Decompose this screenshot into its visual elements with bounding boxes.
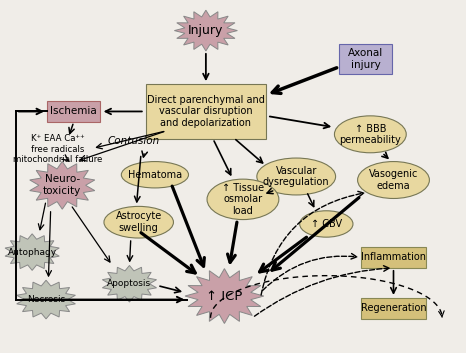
- Text: Autophagy: Autophagy: [7, 247, 57, 257]
- Text: Vasogenic
edema: Vasogenic edema: [369, 169, 418, 191]
- Polygon shape: [103, 265, 157, 302]
- Text: Hematoma: Hematoma: [128, 170, 182, 180]
- Text: Necrosis: Necrosis: [27, 295, 65, 304]
- Ellipse shape: [121, 162, 189, 188]
- Polygon shape: [185, 269, 264, 323]
- Text: ↑ ICP: ↑ ICP: [206, 289, 243, 303]
- Text: Astrocyte
swelling: Astrocyte swelling: [116, 211, 162, 233]
- FancyBboxPatch shape: [339, 44, 392, 74]
- FancyBboxPatch shape: [47, 101, 101, 122]
- Text: Ischemia: Ischemia: [50, 107, 97, 116]
- FancyBboxPatch shape: [146, 84, 266, 139]
- Text: Injury: Injury: [188, 24, 224, 37]
- Text: K⁺ EAA Ca⁺⁺
free radicals
mitochondrial failure: K⁺ EAA Ca⁺⁺ free radicals mitochondrial …: [13, 134, 103, 164]
- Polygon shape: [17, 280, 75, 319]
- FancyBboxPatch shape: [361, 247, 426, 268]
- Text: Inflammation: Inflammation: [361, 252, 426, 262]
- Ellipse shape: [335, 116, 406, 153]
- Text: Neuro-
toxicity: Neuro- toxicity: [43, 174, 82, 196]
- Text: ↑ Tissue
osmolar
load: ↑ Tissue osmolar load: [222, 183, 264, 216]
- Text: Axonal
injury: Axonal injury: [348, 48, 384, 70]
- Ellipse shape: [257, 158, 336, 195]
- Ellipse shape: [357, 162, 429, 198]
- Ellipse shape: [300, 211, 353, 237]
- Text: Direct parenchymal and
vascular disruption
and depolarization: Direct parenchymal and vascular disrupti…: [147, 95, 265, 128]
- Polygon shape: [174, 10, 237, 51]
- Text: ↑ BBB
permeability: ↑ BBB permeability: [339, 124, 401, 145]
- Ellipse shape: [207, 179, 279, 220]
- Text: Apoptosis: Apoptosis: [107, 279, 151, 288]
- Text: Vascular
dysregulation: Vascular dysregulation: [263, 166, 329, 187]
- Polygon shape: [5, 234, 59, 270]
- Ellipse shape: [104, 207, 173, 238]
- FancyBboxPatch shape: [361, 298, 426, 319]
- Text: Contusion: Contusion: [108, 136, 160, 146]
- Text: Regeneration: Regeneration: [361, 303, 426, 313]
- Polygon shape: [30, 161, 95, 209]
- Text: ↑ CBV: ↑ CBV: [311, 219, 342, 229]
